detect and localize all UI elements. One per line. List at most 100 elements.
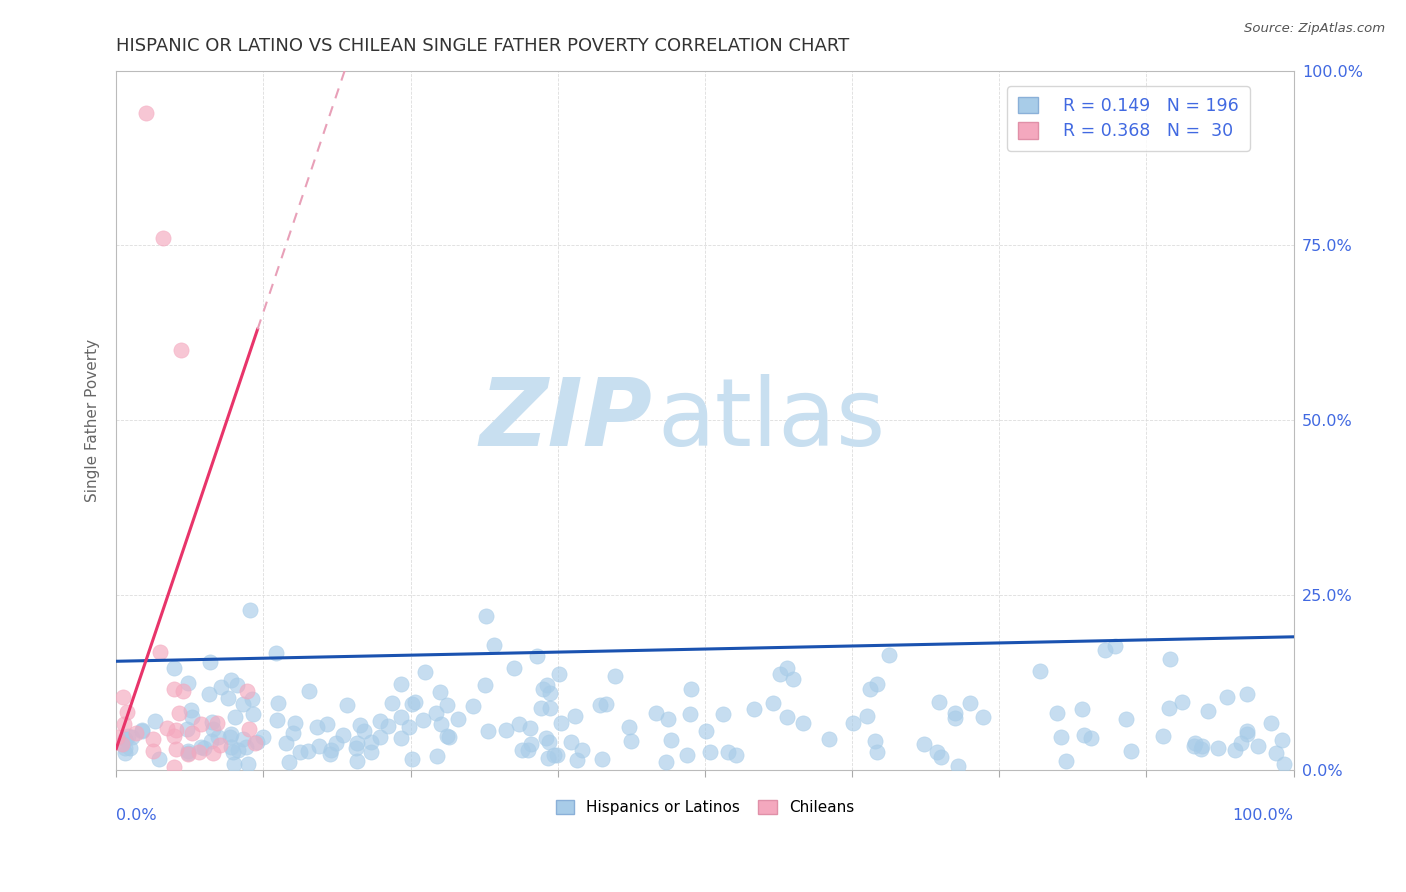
Point	[510, 743, 533, 757]
Point	[114, 731, 136, 746]
Point	[1260, 716, 1282, 731]
Point	[762, 696, 785, 710]
Point	[1073, 728, 1095, 742]
Point	[654, 755, 676, 769]
Point	[224, 710, 246, 724]
Point	[536, 678, 558, 692]
Point	[943, 711, 966, 725]
Point	[176, 722, 198, 736]
Point	[1197, 705, 1219, 719]
Point	[436, 729, 458, 743]
Point	[325, 736, 347, 750]
Point	[284, 716, 307, 731]
Point	[162, 729, 184, 743]
Point	[699, 745, 721, 759]
Point	[205, 715, 228, 730]
Point	[162, 660, 184, 674]
Point	[142, 732, 165, 747]
Point	[105, 731, 128, 745]
Point	[404, 695, 426, 709]
Point	[1271, 733, 1294, 747]
Point	[353, 724, 375, 739]
Point	[863, 734, 886, 748]
Text: 0.0%: 0.0%	[117, 808, 157, 823]
Point	[274, 736, 297, 750]
Point	[224, 757, 246, 772]
Point	[413, 665, 436, 679]
Point	[567, 753, 589, 767]
Point	[946, 758, 969, 772]
Legend: Hispanics or Latinos, Chileans: Hispanics or Latinos, Chileans	[550, 794, 860, 822]
Point	[172, 684, 194, 698]
Point	[240, 692, 263, 706]
Point	[1184, 736, 1206, 750]
Point	[1104, 639, 1126, 653]
Point	[412, 713, 434, 727]
Point	[855, 709, 877, 723]
Point	[1236, 727, 1258, 741]
Point	[534, 731, 557, 745]
Point	[538, 686, 561, 700]
Point	[187, 745, 209, 759]
Point	[112, 717, 135, 731]
Point	[177, 675, 200, 690]
Point	[516, 742, 538, 756]
Point	[595, 697, 617, 711]
Point	[520, 737, 543, 751]
Point	[290, 745, 312, 759]
Point	[447, 712, 470, 726]
Point	[543, 748, 565, 763]
Point	[165, 742, 187, 756]
Point	[219, 673, 242, 688]
Point	[436, 698, 458, 712]
Point	[526, 648, 548, 663]
Point	[217, 690, 239, 705]
Point	[530, 701, 553, 715]
Point	[121, 731, 143, 745]
Point	[591, 752, 613, 766]
Point	[316, 717, 339, 731]
Point	[135, 105, 157, 120]
Point	[1230, 736, 1253, 750]
Point	[1071, 701, 1094, 715]
Point	[927, 745, 949, 759]
Point	[190, 740, 212, 755]
Point	[360, 734, 382, 748]
Point	[235, 684, 257, 698]
Point	[209, 680, 232, 694]
Point	[346, 740, 368, 755]
Point	[792, 716, 814, 731]
Point	[1080, 731, 1102, 745]
Point	[1094, 643, 1116, 657]
Point	[1170, 695, 1192, 709]
Point	[190, 716, 212, 731]
Point	[336, 698, 359, 712]
Point	[474, 609, 496, 624]
Text: ZIP: ZIP	[479, 374, 652, 467]
Point	[117, 729, 139, 743]
Point	[226, 678, 249, 692]
Y-axis label: Single Father Poverty: Single Father Poverty	[86, 339, 100, 501]
Point	[589, 698, 612, 713]
Point	[332, 728, 354, 742]
Point	[659, 733, 682, 747]
Point	[177, 746, 200, 760]
Point	[1050, 730, 1073, 744]
Point	[1046, 706, 1069, 720]
Point	[226, 743, 249, 757]
Point	[111, 737, 134, 751]
Point	[560, 735, 582, 749]
Point	[143, 714, 166, 728]
Point	[495, 723, 517, 737]
Point	[281, 726, 304, 740]
Point	[546, 748, 568, 763]
Point	[711, 706, 734, 721]
Point	[163, 682, 186, 697]
Point	[564, 708, 586, 723]
Point	[118, 741, 141, 756]
Point	[866, 677, 889, 691]
Point	[117, 705, 139, 719]
Point	[170, 343, 193, 358]
Point	[198, 687, 221, 701]
Text: 100.0%: 100.0%	[1233, 808, 1294, 823]
